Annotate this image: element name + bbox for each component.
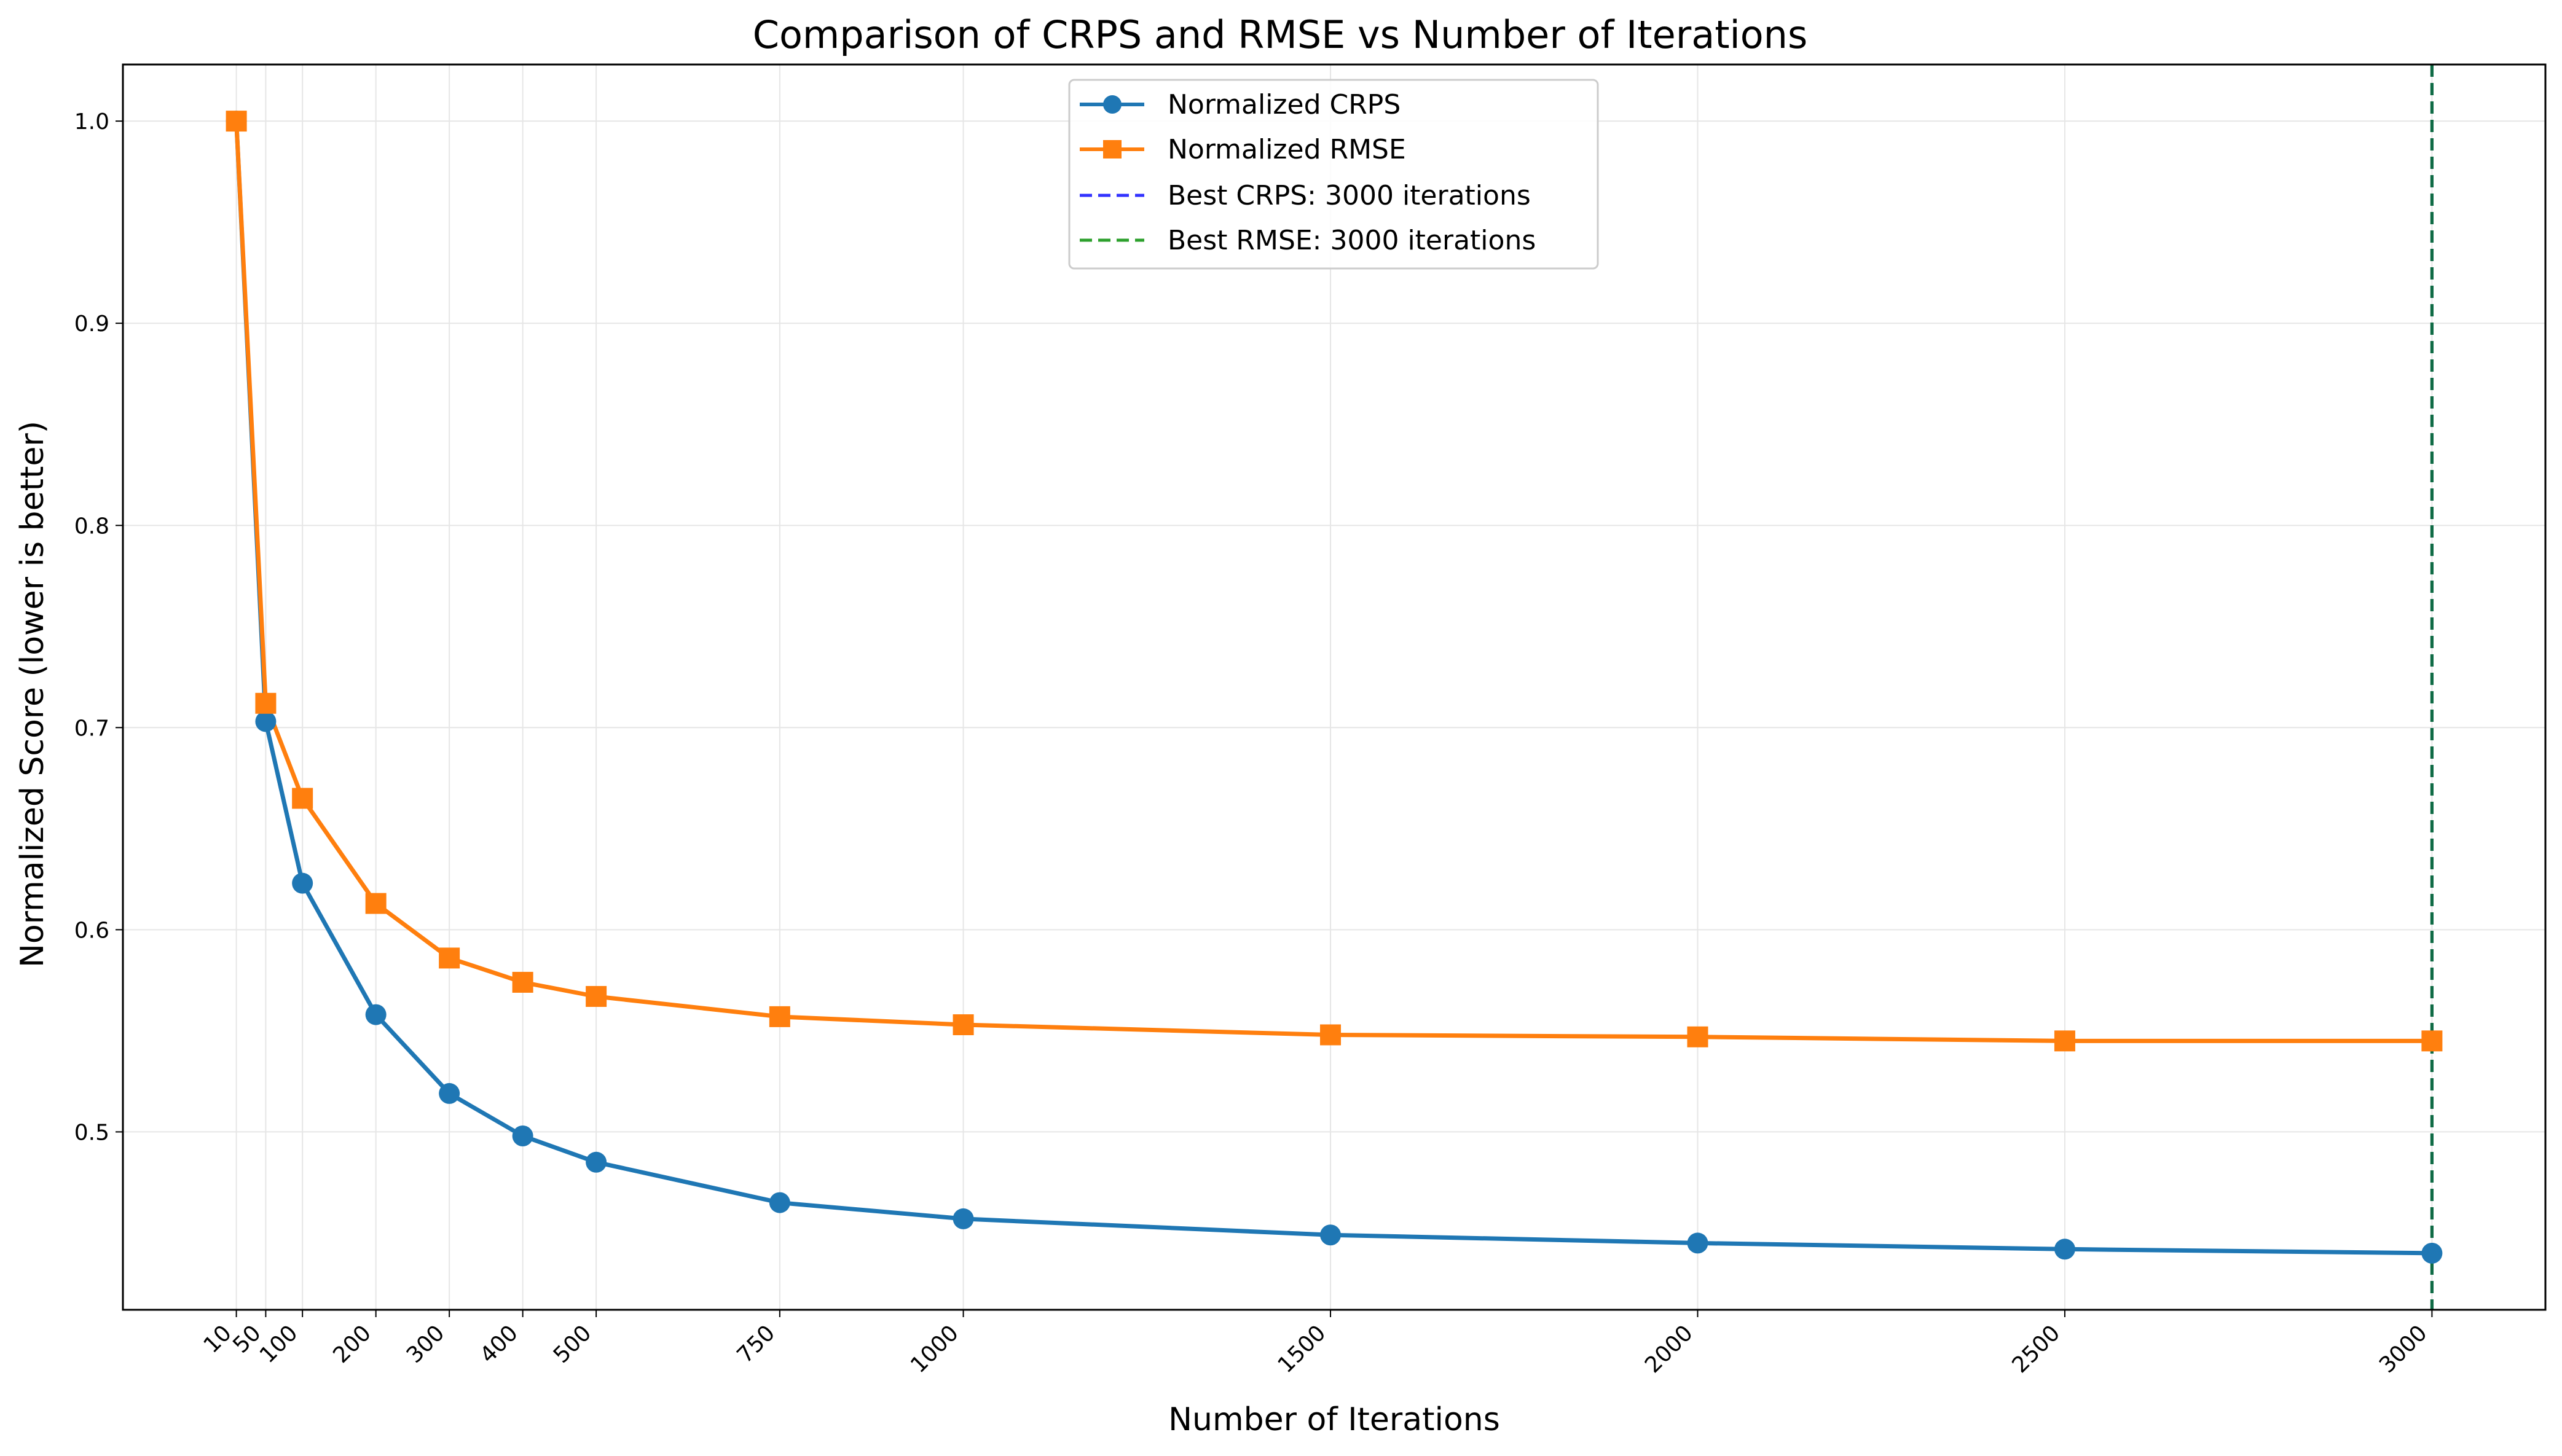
- point-crps-300: [439, 1082, 460, 1104]
- y-axis: 0.5 0.6 0.7 0.8 0.9 1.0: [74, 109, 123, 1145]
- y-tick-label-0.9: 0.9: [74, 311, 109, 337]
- point-rmse-400: [512, 971, 533, 993]
- point-rmse-1500: [1320, 1024, 1342, 1046]
- point-crps-1500: [1320, 1224, 1342, 1246]
- legend-label-best-crps: Best CRPS: 3000 iterations: [1168, 180, 1531, 211]
- legend-swatch-crps-marker: [1103, 95, 1122, 114]
- y-tick-label-0.5: 0.5: [74, 1120, 109, 1145]
- point-crps-1000: [953, 1208, 974, 1229]
- y-tick-label-0.8: 0.8: [74, 514, 109, 539]
- y-tick-label-1.0: 1.0: [74, 109, 109, 135]
- point-crps-400: [512, 1125, 533, 1147]
- point-crps-2000: [1687, 1232, 1708, 1254]
- y-tick-label-0.7: 0.7: [74, 716, 109, 741]
- legend-label-best-rmse: Best RMSE: 3000 iterations: [1168, 225, 1536, 256]
- legend-swatch-rmse-marker: [1103, 140, 1122, 159]
- grid: [123, 65, 2545, 1310]
- chart-title: Comparison of CRPS and RMSE vs Number of…: [753, 12, 1808, 57]
- point-rmse-2000: [1687, 1026, 1708, 1047]
- point-rmse-2500: [2054, 1030, 2075, 1052]
- point-rmse-3000: [2421, 1030, 2443, 1052]
- point-crps-2500: [2054, 1239, 2075, 1260]
- x-axis-title: Number of Iterations: [1168, 1401, 1500, 1438]
- y-tick-label-0.6: 0.6: [74, 918, 109, 943]
- point-rmse-1000: [953, 1014, 974, 1036]
- point-crps-100: [292, 872, 313, 894]
- legend-label-rmse: Normalized RMSE: [1168, 134, 1406, 165]
- series-layer: [226, 111, 2443, 1264]
- point-crps-3000: [2421, 1242, 2443, 1264]
- plot-frame: [122, 63, 2547, 1311]
- point-rmse-300: [439, 947, 460, 969]
- point-crps-750: [769, 1192, 790, 1213]
- legend: Normalized CRPS Normalized RMSE Best CRP…: [1068, 79, 1599, 270]
- point-rmse-50: [255, 692, 277, 714]
- point-crps-200: [365, 1004, 387, 1025]
- point-crps-50: [255, 711, 277, 732]
- point-rmse-200: [365, 893, 387, 914]
- point-rmse-100: [292, 788, 313, 809]
- point-rmse-10: [226, 111, 247, 132]
- legend-label-crps: Normalized CRPS: [1168, 89, 1401, 120]
- legend-frame: [1068, 79, 1599, 270]
- point-crps-500: [586, 1151, 607, 1173]
- point-rmse-750: [769, 1006, 790, 1027]
- point-rmse-500: [586, 985, 607, 1007]
- y-axis-title: Normalized Score (lower is better): [14, 421, 51, 968]
